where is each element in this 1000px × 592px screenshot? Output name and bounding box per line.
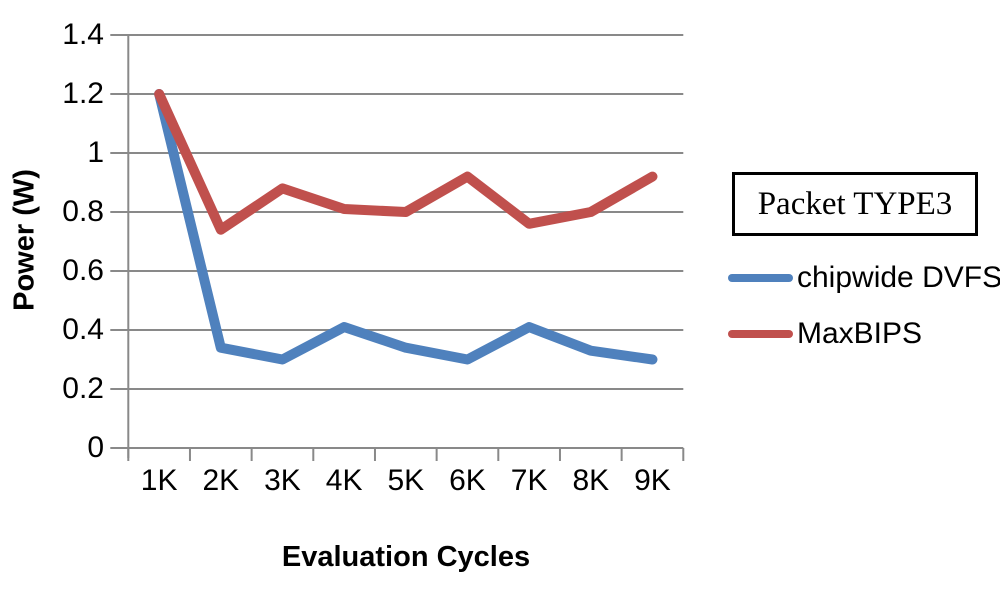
y-tick-label: 0.6 — [62, 254, 104, 287]
y-tick-label: 0 — [87, 431, 104, 464]
legend-label-chipwide-dvfs: chipwide DVFS — [797, 261, 1000, 294]
y-tick-label: 1.4 — [62, 18, 104, 51]
x-tick-label: 8K — [572, 464, 610, 497]
x-tick-label: 1K — [140, 464, 178, 497]
series-swatch-chipwide-dvfs — [728, 274, 793, 282]
y-tick-label: 0.2 — [62, 372, 104, 405]
legend-label-maxbips: MaxBIPS — [797, 317, 923, 350]
x-tick-label: 2K — [202, 464, 240, 497]
x-tick-label: 3K — [264, 464, 301, 497]
series-line-maxbips — [154, 89, 658, 235]
x-tick-label: 7K — [510, 464, 548, 497]
series-swatch-maxbips — [728, 330, 793, 338]
series-line-chipwide-dvfs — [154, 89, 658, 365]
x-tick-label: 9K — [634, 464, 671, 497]
y-tick-label: 0.8 — [62, 195, 104, 228]
x-tick-label: 6K — [449, 464, 486, 497]
legend-title-box: Packet TYPE3 — [732, 172, 978, 236]
y-tick-label: 0.4 — [62, 313, 104, 346]
y-tick-label: 1.2 — [62, 77, 104, 110]
legend-item-chipwide-dvfs: chipwide DVFS — [728, 260, 1000, 296]
legend-title: Packet TYPE3 — [757, 186, 953, 222]
y-axis-title: Power (W) — [8, 169, 41, 311]
legend-item-maxbips: MaxBIPS — [728, 316, 922, 352]
y-tick-label: 1 — [87, 136, 104, 169]
x-tick-label: 5K — [387, 464, 425, 497]
x-axis-title: Evaluation Cycles — [281, 541, 531, 573]
x-tick-label: 4K — [325, 464, 363, 497]
